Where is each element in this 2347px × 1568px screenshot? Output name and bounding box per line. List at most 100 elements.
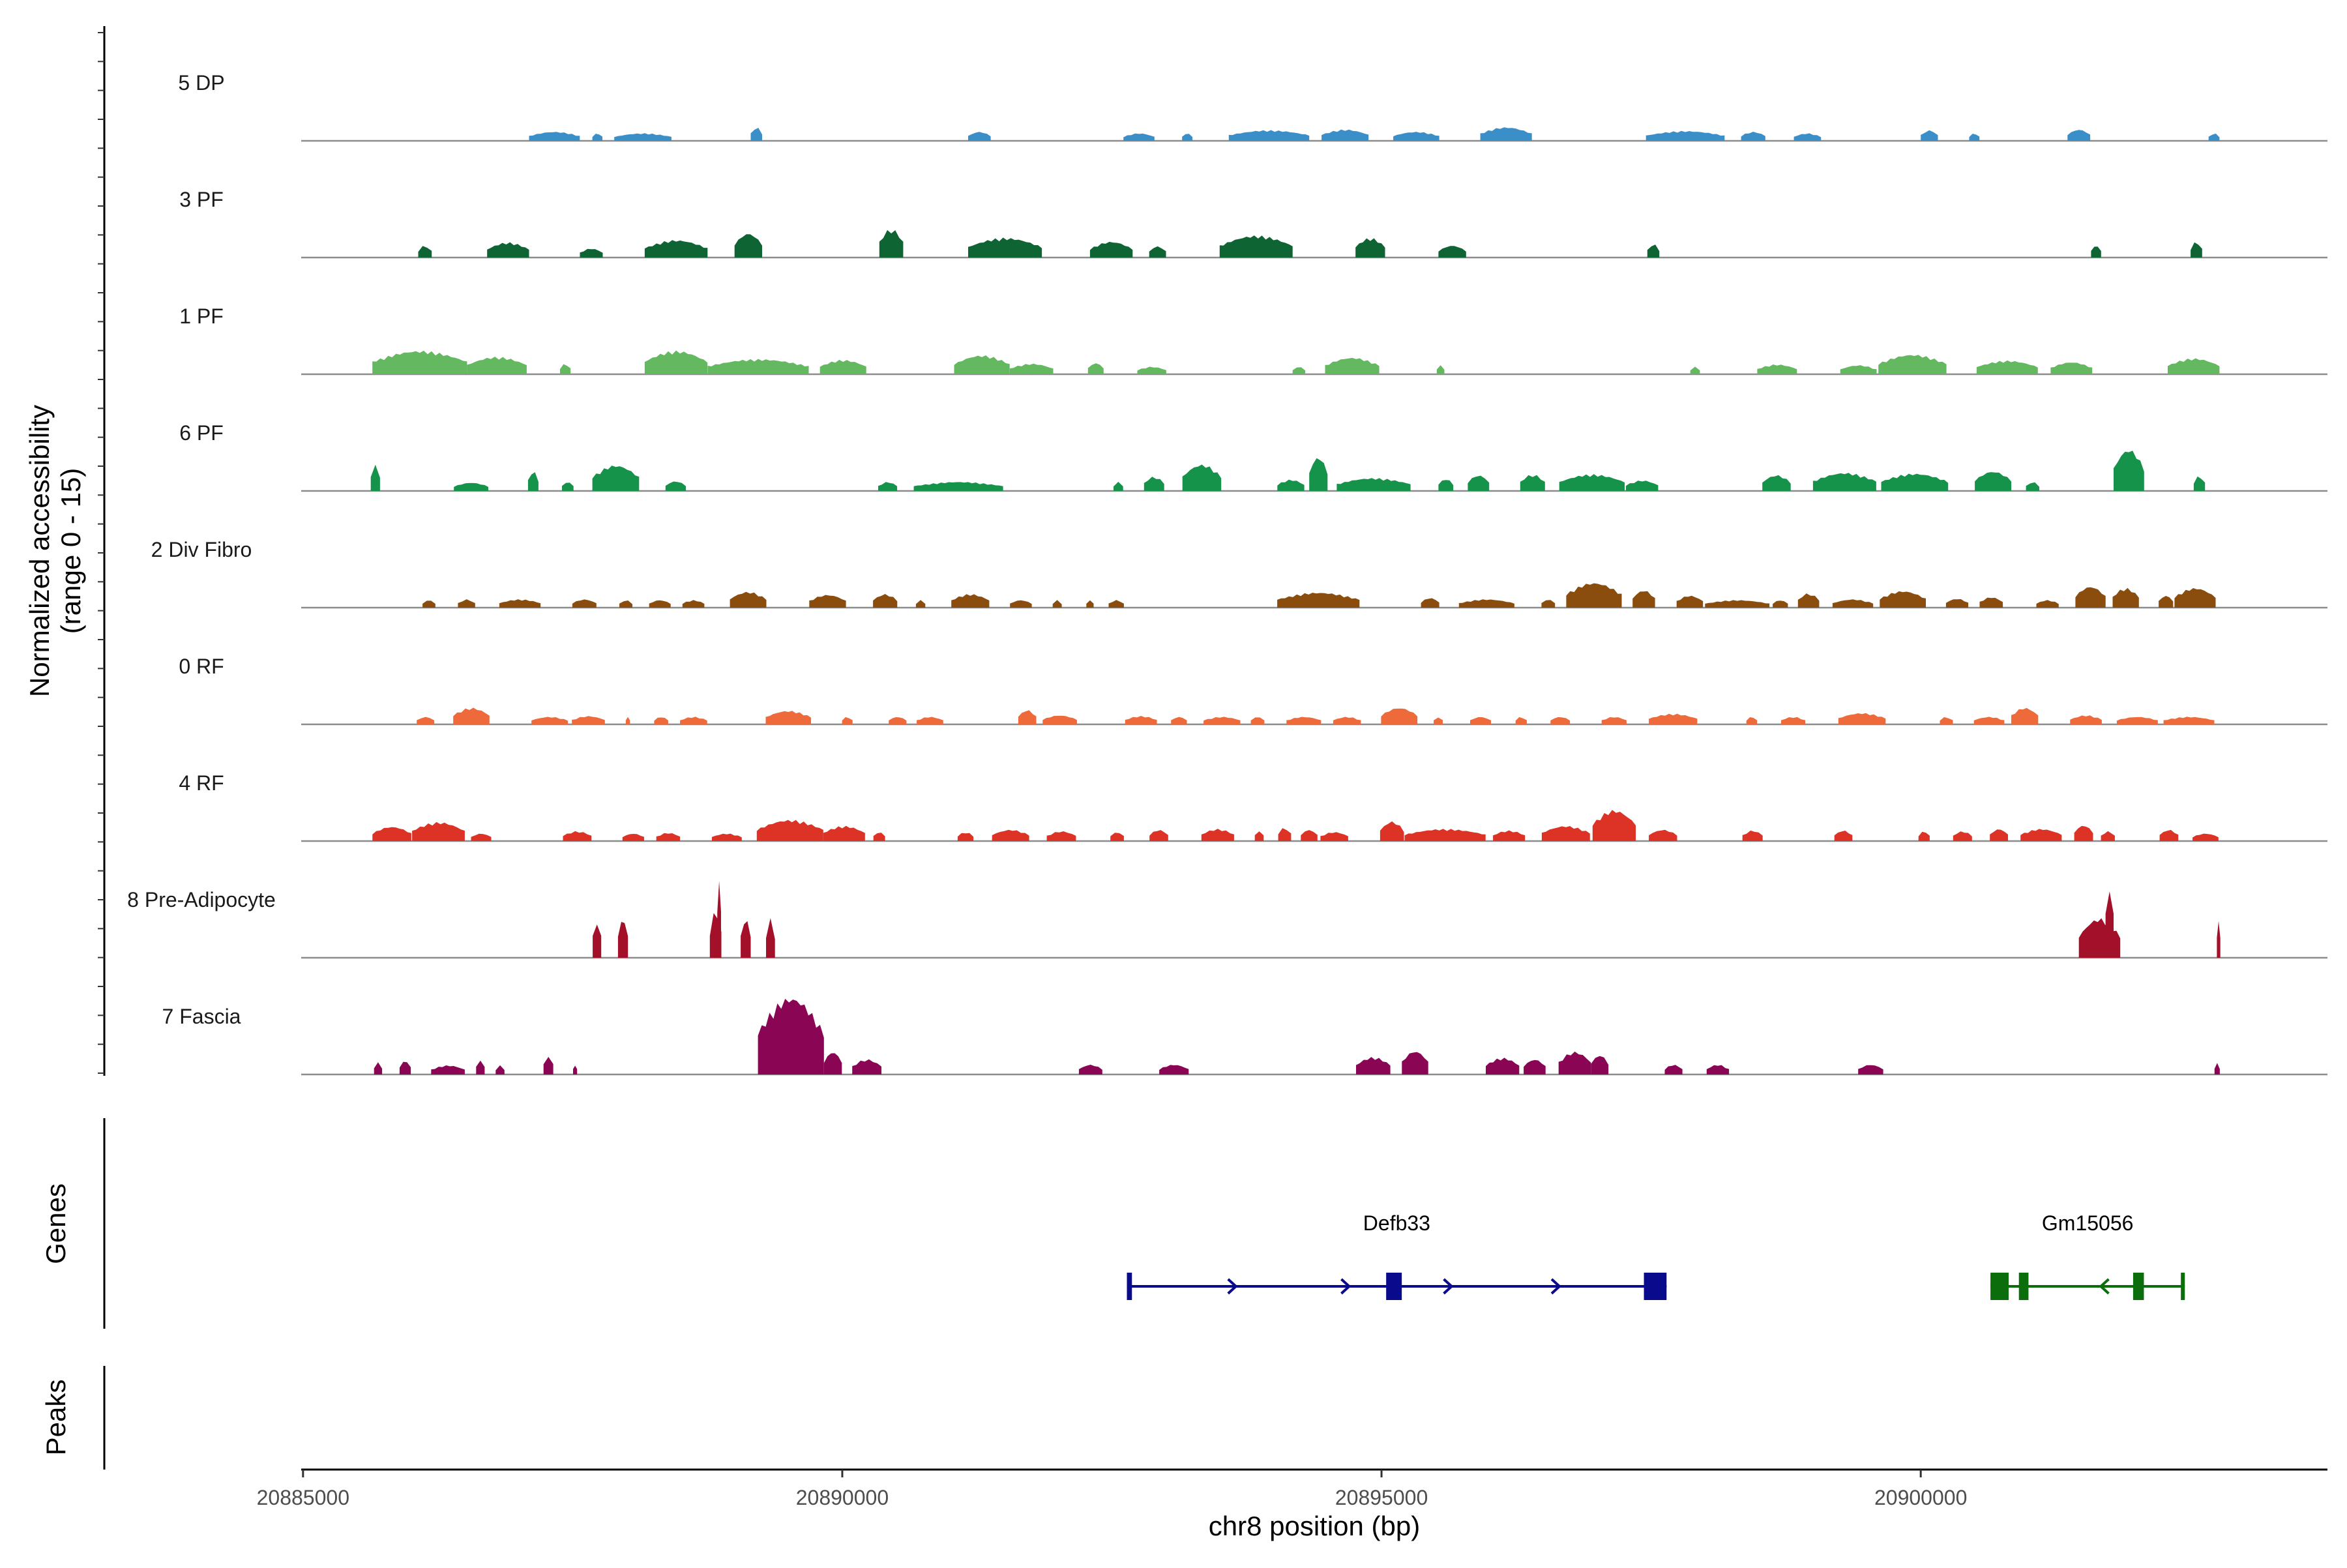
- coverage-peak: [957, 833, 974, 841]
- coverage-peak: [1087, 363, 1104, 374]
- coverage-peak: [1921, 130, 1938, 141]
- coverage-peak: [711, 833, 742, 841]
- coverage-peak: [873, 833, 885, 841]
- track-label: 7 Fascia: [162, 1005, 241, 1028]
- coverage-peak: [1301, 830, 1318, 841]
- coverage-peak: [2159, 829, 2179, 841]
- coverage-peak: [1380, 821, 1404, 841]
- coverage-peak: [1647, 244, 1660, 258]
- coverage-peak: [889, 717, 907, 724]
- coverage-peak: [1458, 599, 1514, 608]
- coverage-peak: [417, 717, 435, 724]
- track-label: 8 Pre-Adipocyte: [127, 888, 276, 911]
- coverage-peak: [1918, 831, 1930, 841]
- coverage-peak: [1336, 478, 1411, 491]
- track-6-pf: 6 PF: [179, 421, 2327, 492]
- coverage-peak: [2163, 717, 2215, 724]
- coverage-peak: [1762, 475, 1791, 491]
- coverage-peak: [1793, 133, 1822, 141]
- coverage-peak: [2208, 133, 2220, 141]
- x-axis-title: chr8 position (bp): [1209, 1511, 1421, 1541]
- coverage-peak: [1086, 600, 1094, 608]
- track-label: 4 RF: [179, 771, 224, 795]
- coverage-peak: [1171, 717, 1187, 724]
- gene-exon: [2133, 1273, 2144, 1300]
- x-tick-label: 20890000: [796, 1486, 889, 1509]
- gene-strand-arrow: [1443, 1278, 1454, 1295]
- position-x-axis: 20885000 20890000 20895000 20900000 chr8 pos…: [257, 1468, 2327, 1541]
- coverage-peak: [1010, 600, 1032, 608]
- coverage-peak: [1990, 829, 2008, 841]
- coverage-peak: [1114, 482, 1123, 491]
- coverage-peak: [1881, 473, 1949, 491]
- coverage-peak: [2067, 130, 2091, 141]
- y-axis-title: Normalized accessibility(range 0 - 15): [24, 405, 86, 697]
- coverage-peak: [1434, 717, 1443, 724]
- coverage-peak: [1404, 829, 1486, 841]
- coverage-peak: [1149, 246, 1166, 258]
- coverage-peak: [1757, 364, 1797, 374]
- x-tick-label: 20900000: [1874, 1486, 1967, 1509]
- coverage-peak: [1250, 717, 1265, 724]
- track-7-fascia: 7 Fascia: [162, 998, 2327, 1076]
- coverage-peak: [1219, 235, 1293, 258]
- coverage-peak: [527, 472, 539, 491]
- x-tick-label: 20895000: [1335, 1486, 1428, 1509]
- gene-strand-arrow: [1340, 1278, 1351, 1295]
- coverage-peak: [758, 998, 824, 1074]
- coverage-peak: [2101, 831, 2115, 841]
- coverage-peak: [1286, 717, 1321, 724]
- coverage-peak: [418, 246, 432, 258]
- coverage-peak: [2078, 918, 2121, 958]
- coverage-peak: [543, 1057, 554, 1074]
- gene-exon: [2181, 1273, 2185, 1300]
- coverage-peak: [2217, 921, 2221, 958]
- track-label: 0 RF: [179, 655, 224, 678]
- coverage-peak: [2214, 1063, 2220, 1074]
- coverage-peak: [1878, 355, 1947, 374]
- coverage-peak: [592, 466, 640, 491]
- coverage-peak: [563, 831, 592, 841]
- coverage-peak: [680, 717, 707, 724]
- coverage-peak: [1320, 832, 1348, 841]
- coverage-peak: [665, 481, 686, 491]
- coverage-peak: [1182, 464, 1222, 491]
- track-label: 3 PF: [179, 188, 224, 211]
- gene-exon: [2018, 1273, 2029, 1300]
- coverage-peak: [644, 240, 708, 258]
- coverage-peak: [2011, 707, 2039, 724]
- coverage-peak: [372, 827, 411, 841]
- coverage-peak: [467, 357, 527, 374]
- coverage-peak: [1832, 599, 1874, 608]
- coverage-peak: [1438, 480, 1454, 491]
- coverage-peak: [1144, 477, 1164, 491]
- coverage-peak: [2091, 246, 2101, 258]
- coverage-peak: [1781, 717, 1805, 724]
- coverage-peak: [1009, 363, 1054, 374]
- coverage-peak: [2020, 829, 2062, 841]
- coverage-peak: [1108, 600, 1124, 608]
- coverage-peak: [842, 717, 853, 724]
- coverage-peak: [1858, 1065, 1883, 1074]
- coverage-peak: [1182, 134, 1193, 141]
- coverage-peak: [1149, 830, 1168, 841]
- coverage-peak: [1277, 479, 1305, 491]
- coverage-peak: [1321, 129, 1369, 141]
- coverage-tracks: 5 DP 3 PF 1 PF 6 PF 2 Div Fibro 0 RF 4 RF 8 Pre…: [127, 71, 2327, 1076]
- coverage-peak: [1356, 1057, 1391, 1074]
- coverage-peak: [1664, 1065, 1683, 1074]
- coverage-peak: [954, 355, 1010, 374]
- x-tick-label: 20885000: [257, 1486, 349, 1509]
- coverage-peak: [1402, 1052, 1428, 1074]
- coverage-peak: [1381, 708, 1418, 724]
- coverage-peak: [1201, 829, 1234, 841]
- coverage-peak: [1355, 238, 1385, 258]
- coverage-peak: [2105, 891, 2114, 958]
- coverage-peak: [458, 599, 475, 608]
- gene-label: Gm15056: [2042, 1211, 2134, 1235]
- coverage-peak: [573, 1065, 578, 1074]
- coverage-peak: [741, 921, 751, 958]
- coverage-peak: [1078, 1065, 1102, 1074]
- coverage-peak: [1137, 366, 1166, 374]
